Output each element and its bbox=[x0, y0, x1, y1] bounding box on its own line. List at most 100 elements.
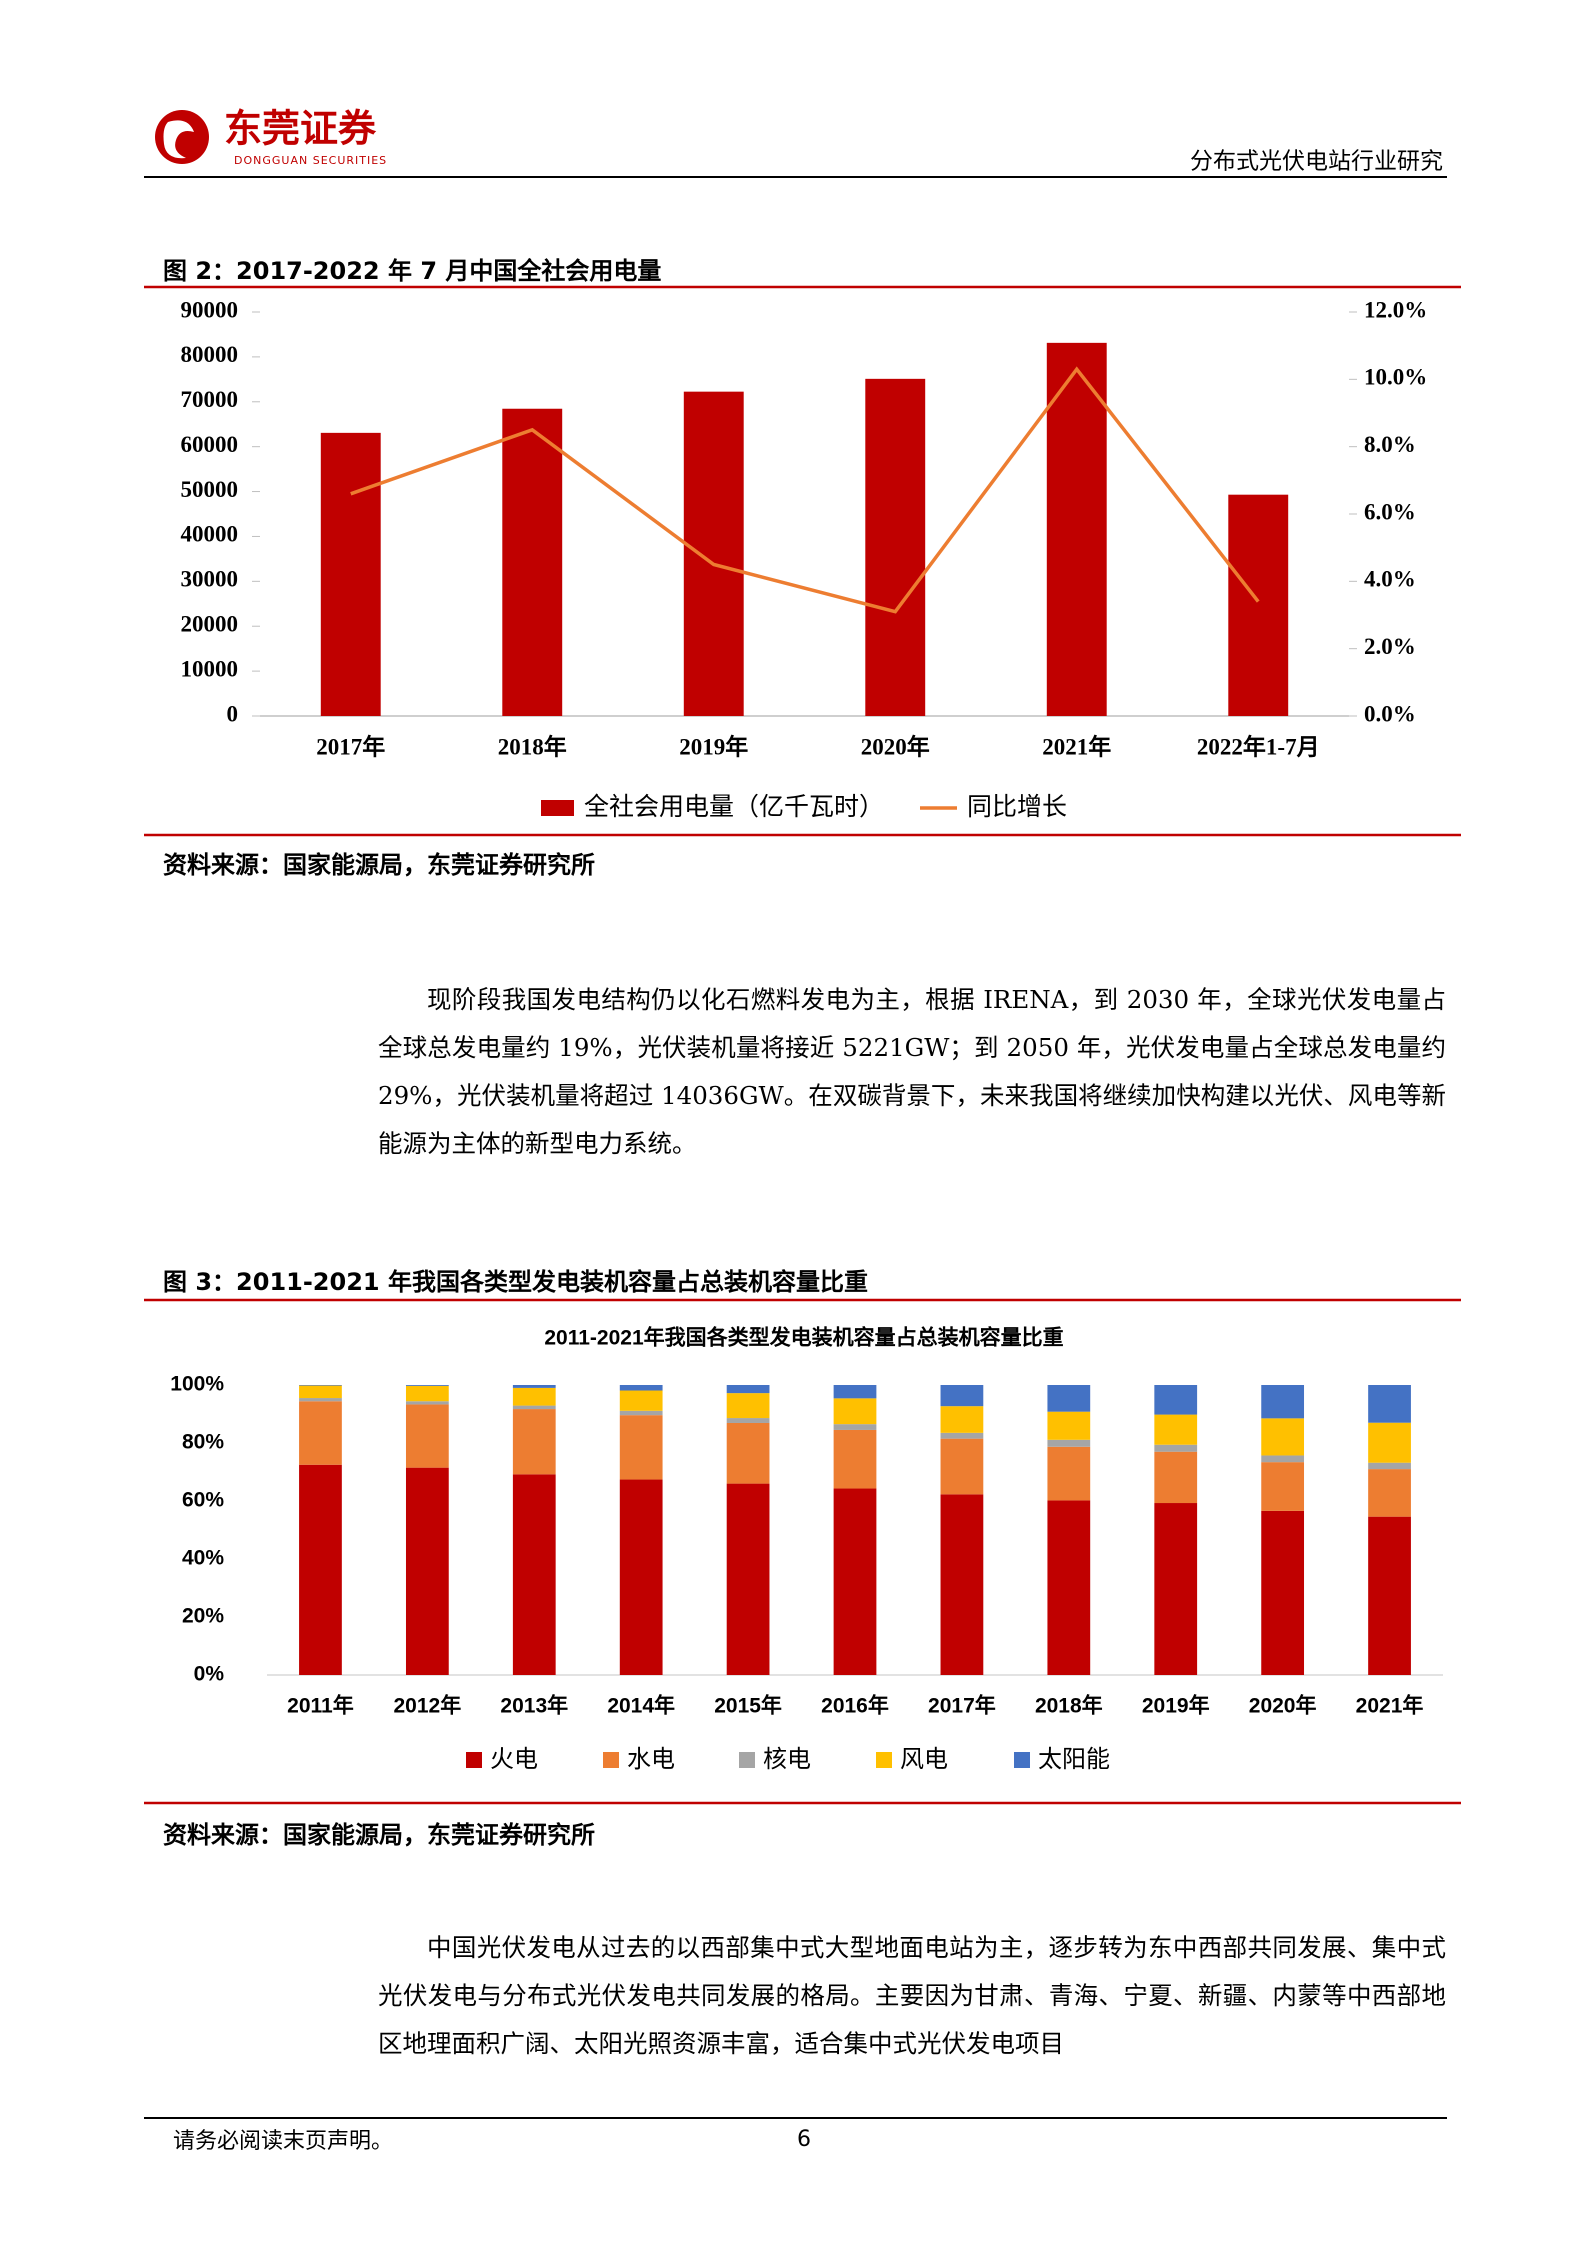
bar-segment bbox=[1261, 1385, 1305, 1419]
y-tick-label: 30000 bbox=[181, 567, 239, 592]
bar-segment bbox=[619, 1410, 663, 1416]
bar-segment bbox=[1261, 1510, 1305, 1675]
legend-label: 水电 bbox=[627, 1745, 675, 1773]
bar-segment bbox=[1368, 1385, 1411, 1423]
x-tick-label: 2018年 bbox=[498, 733, 567, 759]
bar-segment bbox=[299, 1385, 342, 1386]
bar-segment bbox=[1261, 1455, 1305, 1463]
x-tick-label: 2018年 bbox=[1035, 1694, 1103, 1718]
report-title: 分布式光伏电站行业研究 bbox=[1190, 149, 1443, 175]
paragraph: 现阶段我国发电结构仍以化石燃料发电为主，根据 IRENA，到 2030 年，全球… bbox=[378, 985, 1446, 1158]
bar-segment bbox=[619, 1479, 663, 1675]
bar-segment bbox=[619, 1385, 663, 1391]
bar bbox=[865, 378, 926, 716]
y-tick-label: 0% bbox=[194, 1663, 225, 1686]
x-tick-label: 2017年 bbox=[928, 1694, 996, 1718]
bar-segment bbox=[405, 1404, 449, 1468]
bar-segment bbox=[1261, 1418, 1305, 1456]
legend-label: 同比增长 bbox=[967, 792, 1067, 821]
x-tick-label: 2021年 bbox=[1042, 733, 1111, 759]
figure-source: 资料来源：国家能源局，东莞证券研究所 bbox=[163, 851, 595, 879]
legend-swatch bbox=[739, 1752, 755, 1768]
bar-segment bbox=[1368, 1462, 1411, 1470]
y-tick-label: 20000 bbox=[181, 612, 239, 637]
bar-segment bbox=[1154, 1444, 1198, 1452]
bar-segment bbox=[405, 1467, 449, 1675]
figure-source: 资料来源：国家能源局，东莞证券研究所 bbox=[163, 1821, 595, 1849]
x-tick-label: 2019年 bbox=[1142, 1694, 1210, 1718]
y2-tick-label: 2.0% bbox=[1364, 634, 1416, 659]
bar-segment bbox=[619, 1415, 663, 1480]
x-tick-label: 2011年 bbox=[287, 1694, 354, 1718]
bar bbox=[1228, 494, 1289, 716]
y-tick-label: 60000 bbox=[181, 432, 239, 457]
bar-segment bbox=[1368, 1516, 1411, 1675]
bar-segment bbox=[726, 1385, 770, 1394]
bar-segment bbox=[1047, 1500, 1091, 1675]
bar-segment bbox=[1047, 1385, 1091, 1412]
bar-segment bbox=[940, 1494, 984, 1675]
legend-label: 全社会用电量（亿千瓦时） bbox=[584, 792, 884, 821]
y-tick-label: 40% bbox=[182, 1547, 224, 1570]
bar-segment bbox=[726, 1422, 770, 1484]
x-tick-label: 2020年 bbox=[861, 733, 930, 759]
bar-segment bbox=[512, 1387, 556, 1406]
bar-segment bbox=[1154, 1503, 1198, 1675]
bar-segment bbox=[833, 1398, 877, 1425]
bar-segment bbox=[299, 1401, 342, 1465]
x-tick-label: 2021年 bbox=[1356, 1694, 1424, 1718]
bar-segment bbox=[1261, 1462, 1305, 1511]
chart-title: 2011-2021年我国各类型发电装机容量占总装机容量比重 bbox=[544, 1326, 1063, 1350]
bar-segment bbox=[512, 1385, 556, 1388]
bar-segment bbox=[299, 1464, 342, 1675]
bar-segment bbox=[1047, 1439, 1091, 1447]
y2-tick-label: 4.0% bbox=[1364, 567, 1416, 592]
x-tick-label: 2019年 bbox=[679, 733, 748, 759]
bar-segment bbox=[726, 1418, 770, 1423]
y-tick-label: 80% bbox=[182, 1431, 224, 1454]
bar-segment bbox=[833, 1488, 877, 1675]
x-tick-label: 2015年 bbox=[714, 1694, 782, 1718]
x-tick-label: 2022年1-7月 bbox=[1197, 733, 1320, 759]
bar-segment bbox=[833, 1385, 877, 1399]
x-tick-label: 2020年 bbox=[1249, 1694, 1317, 1718]
legend-swatch bbox=[466, 1752, 482, 1768]
y-tick-label: 0 bbox=[227, 701, 239, 726]
y-tick-label: 40000 bbox=[181, 522, 239, 547]
figure-caption: 图 2：2017-2022 年 7 月中国全社会用电量 bbox=[163, 257, 662, 285]
x-tick-label: 2012年 bbox=[394, 1694, 462, 1718]
y-tick-label: 60% bbox=[182, 1489, 224, 1512]
y-tick-label: 70000 bbox=[181, 387, 239, 412]
bar-segment bbox=[833, 1424, 877, 1430]
bar-segment bbox=[940, 1385, 984, 1407]
bar-segment bbox=[299, 1385, 342, 1399]
y2-tick-label: 12.0% bbox=[1364, 297, 1427, 322]
y2-tick-label: 8.0% bbox=[1364, 432, 1416, 457]
bar-segment bbox=[1047, 1446, 1091, 1501]
bar-segment bbox=[512, 1409, 556, 1475]
y-tick-label: 100% bbox=[170, 1373, 224, 1396]
legend-label: 火电 bbox=[490, 1745, 538, 1773]
legend-label: 风电 bbox=[900, 1745, 948, 1773]
y2-tick-label: 0.0% bbox=[1364, 701, 1416, 726]
bar-segment bbox=[726, 1483, 770, 1675]
bar-segment bbox=[405, 1385, 449, 1402]
bar-segment bbox=[940, 1432, 984, 1439]
logo-sub: DONGGUAN SECURITIES bbox=[234, 154, 387, 167]
y-tick-label: 90000 bbox=[181, 297, 239, 322]
bar-segment bbox=[619, 1390, 663, 1411]
bar bbox=[502, 408, 563, 716]
bar-segment bbox=[1368, 1469, 1411, 1517]
bar bbox=[320, 432, 381, 716]
y-tick-label: 20% bbox=[182, 1605, 224, 1628]
logo-swirl bbox=[163, 120, 194, 159]
figure-caption: 图 3：2011-2021 年我国各类型发电装机容量占总装机容量比重 bbox=[163, 1268, 868, 1296]
line bbox=[350, 366, 1260, 614]
bar bbox=[1046, 342, 1107, 716]
legend-swatch bbox=[603, 1752, 619, 1768]
disclaimer: 请务必阅读末页声明。 bbox=[173, 2129, 393, 2154]
bar-segment bbox=[1154, 1414, 1198, 1445]
legend-swatch bbox=[1014, 1752, 1030, 1768]
x-tick-label: 2016年 bbox=[821, 1694, 889, 1718]
